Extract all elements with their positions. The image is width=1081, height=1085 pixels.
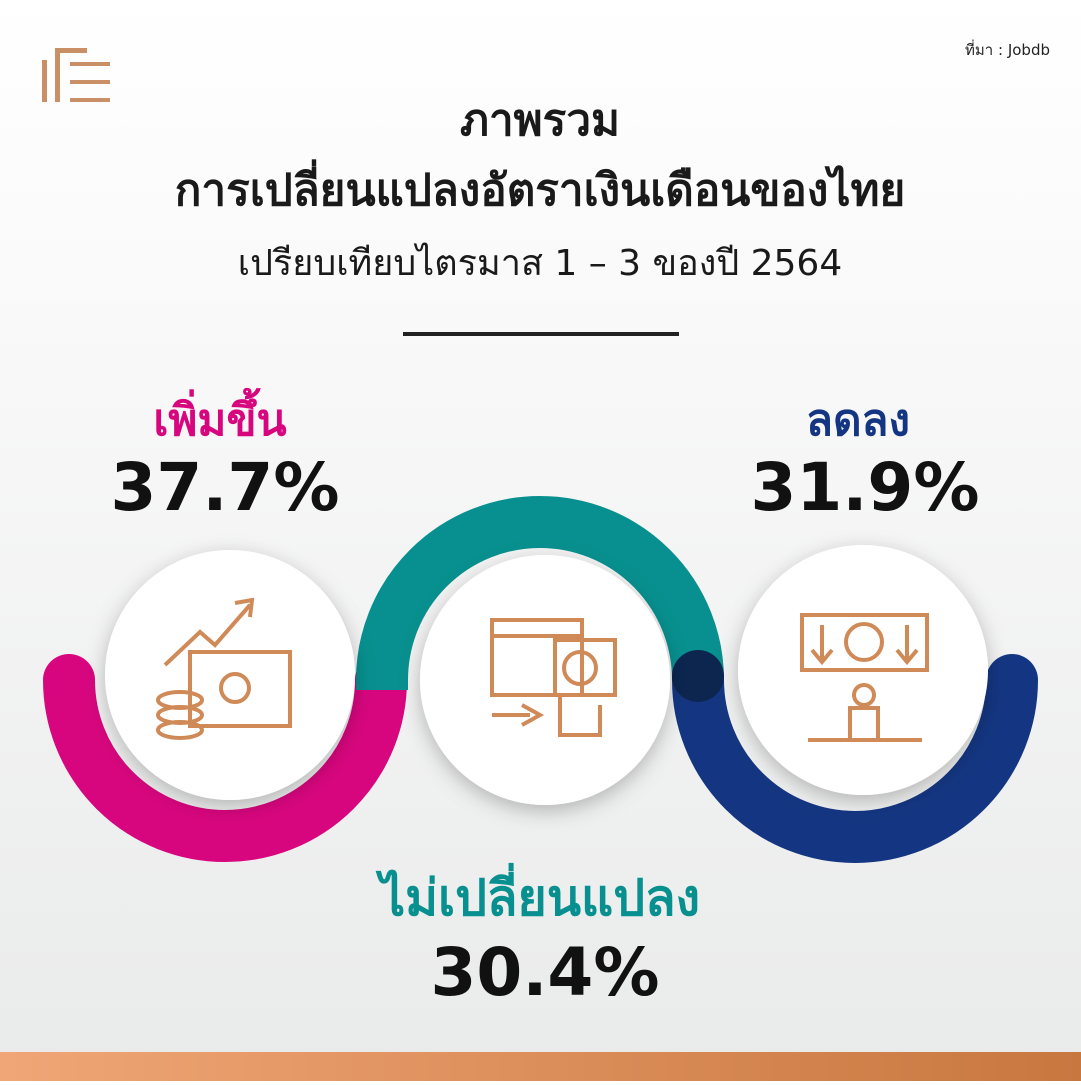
title-line-2: การเปลี่ยนแปลงอัตราเงินเดือนของไทย (175, 159, 905, 216)
logo (42, 48, 110, 102)
unchanged-value: 30.4% (431, 934, 660, 1011)
footer-bar (0, 1052, 1081, 1081)
source: ที่มา : Jobdb (965, 39, 1050, 59)
decrease-value: 31.9% (751, 449, 980, 526)
increase-arc (43, 654, 407, 862)
decrease-arc (672, 654, 1038, 863)
unchanged-label: ไม่เปลี่ยนแปลง (375, 863, 700, 927)
joint (672, 650, 724, 702)
icon-circle (420, 555, 670, 805)
calendar-icon (490, 618, 617, 737)
title-line-1: ภาพรวม (460, 95, 620, 146)
increase-value: 37.7% (111, 449, 340, 526)
unchanged-arc (356, 496, 724, 690)
divider (403, 332, 679, 336)
decrease-label: ลดลง (806, 395, 910, 446)
decrease-icon (800, 613, 929, 742)
money-icon (156, 597, 292, 740)
increase-label: เพิ่มขึ้น (153, 387, 286, 446)
subtitle: เปรียบเทียบไตรมาส 1 – 3 ของปี 2564 (238, 242, 842, 284)
